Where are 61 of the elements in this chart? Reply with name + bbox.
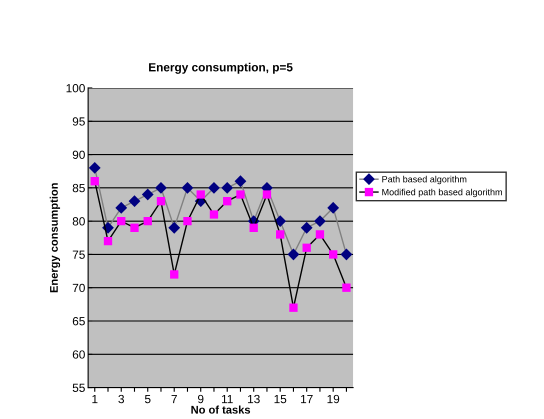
point (250, 224, 258, 232)
y-tick-label: 70 (72, 284, 85, 292)
point (262, 190, 272, 199)
point (314, 216, 326, 227)
x-tick-label: 13 (248, 394, 260, 404)
y-tick-label: 80 (72, 217, 85, 226)
y-tick-label: 75 (72, 250, 85, 259)
point (236, 190, 245, 199)
point (316, 230, 324, 239)
point (182, 182, 194, 194)
y-tick-label: 60 (72, 350, 85, 359)
point (289, 304, 298, 312)
point (144, 216, 152, 226)
y-tick-label: 85 (72, 184, 85, 192)
point (301, 222, 312, 234)
point (302, 244, 311, 252)
point (130, 224, 139, 232)
point (183, 216, 192, 226)
y-tick-label: 90 (72, 150, 85, 159)
point (328, 202, 339, 214)
point (168, 222, 180, 234)
point (210, 210, 218, 219)
point (117, 216, 126, 226)
point (234, 176, 246, 187)
point (104, 236, 112, 246)
point (155, 182, 167, 194)
point (276, 230, 284, 239)
x-tick-label: 3 (118, 394, 124, 404)
point (288, 248, 300, 260)
x-tick-label: 1 (92, 394, 98, 404)
x-tick-label: 15 (274, 394, 286, 404)
x-tick-label: 17 (301, 394, 313, 404)
y-tick-label: 100 (66, 84, 85, 92)
y-axis-title: Energy consumption (50, 183, 60, 292)
chart-title: Energy consumption, p=5 (149, 62, 293, 74)
x-tick-label: 19 (328, 394, 340, 404)
y-tick-label: 55 (72, 384, 85, 392)
y-tick-label: 95 (72, 117, 85, 126)
point (156, 197, 166, 206)
point (342, 284, 351, 292)
point (222, 182, 233, 194)
x-tick-label: 7 (172, 394, 177, 404)
point (340, 248, 352, 260)
x-tick-label: 11 (222, 394, 233, 404)
point (90, 177, 99, 186)
y-tick-label: 65 (72, 317, 85, 326)
point (170, 270, 178, 279)
legend-label: Modified path based algorithm (382, 188, 502, 198)
point (329, 250, 338, 259)
point (196, 190, 205, 199)
point (89, 162, 100, 174)
x-tick-label: 5 (144, 394, 151, 404)
point (142, 188, 154, 200)
point (116, 202, 127, 214)
legend-label: Path based algorithm (382, 176, 466, 184)
x-tick-label: 9 (198, 394, 204, 404)
point (223, 197, 232, 206)
point (274, 216, 286, 227)
point (208, 182, 220, 194)
point (128, 196, 140, 207)
x-axis-title: No of tasks (191, 406, 250, 414)
